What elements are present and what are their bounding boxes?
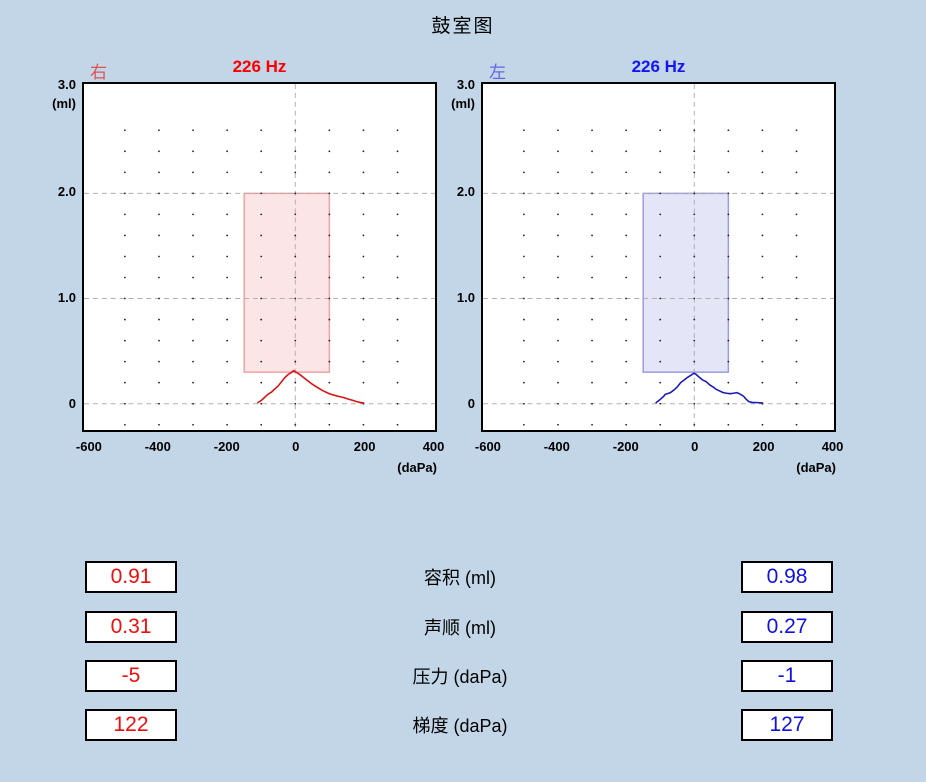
x-tick-label: 0: [691, 439, 699, 454]
volume-value-left: 0.98: [741, 561, 833, 593]
page-title: 鼓室图: [431, 16, 495, 37]
y-tick-label: 1.0: [57, 290, 76, 306]
probe-frequency-left: 226 Hz: [631, 57, 686, 76]
x-tick-label: -400: [144, 439, 171, 454]
x-tick-label: 0: [292, 439, 300, 454]
pressure-value-right: -5: [85, 660, 177, 692]
x-tick-label: 200: [752, 439, 775, 454]
gradient-value-left-text: 127: [769, 713, 805, 736]
compliance-value-left-text: 0.27: [766, 615, 808, 638]
compliance-label: 声顺 (ml): [424, 618, 496, 638]
probe-frequency-right: 226 Hz: [232, 57, 287, 76]
gradient-label: 梯度 (daPa): [412, 716, 508, 736]
gradient-value-right: 122: [85, 709, 177, 741]
tympanogram-curve-left-svg: [483, 84, 834, 430]
volume-value-left-text: 0.98: [766, 565, 808, 588]
x-tick-label: -200: [612, 439, 639, 454]
x-tick-label: 400: [422, 439, 445, 454]
x-tick-label: -600: [474, 439, 501, 454]
pressure-value-left-text: -1: [777, 664, 797, 687]
tympanogram-right-ear: 右 226 Hz 3.0 2.0 1.0 0 (ml) -600 -400 -200 0 200 4…: [52, 55, 444, 485]
tympanogram-left-ear: 左 226 Hz 3.0 2.0 1.0 0 (ml) -600 -400 -200 0 200 4…: [451, 55, 843, 485]
gradient-value-right-text: 122: [113, 713, 149, 736]
y-tick-label: 0: [68, 396, 76, 412]
x-axis-unit: (daPa): [397, 460, 437, 475]
volume-value-right: 0.91: [85, 561, 177, 593]
x-tick-label: -400: [543, 439, 570, 454]
x-tick-label: -600: [75, 439, 102, 454]
volume-value-right-text: 0.91: [110, 565, 152, 588]
y-tick-label: 3.0: [57, 77, 76, 93]
compliance-value-left: 0.27: [741, 611, 833, 643]
x-axis-unit: (daPa): [796, 460, 836, 475]
pressure-value-left: -1: [741, 660, 833, 692]
y-tick-label: 2.0: [456, 183, 475, 199]
y-tick-label: 3.0: [456, 77, 475, 93]
x-tick-label: 200: [353, 439, 376, 454]
y-tick-label: 1.0: [456, 290, 475, 306]
y-axis-unit: (ml): [451, 96, 475, 112]
gradient-value-left: 127: [741, 709, 833, 741]
compliance-value-right-text: 0.31: [110, 615, 152, 638]
pressure-label: 压力 (daPa): [412, 667, 508, 687]
y-tick-label: 2.0: [57, 183, 76, 199]
y-axis-unit: (ml): [52, 96, 76, 112]
compliance-value-right: 0.31: [85, 611, 177, 643]
volume-label: 容积 (ml): [424, 568, 496, 588]
y-tick-label: 0: [467, 396, 475, 412]
plot-area-left: [481, 82, 836, 432]
pressure-value-right-text: -5: [121, 664, 141, 687]
ear-label-right: 右: [90, 63, 107, 82]
x-tick-label: 400: [821, 439, 844, 454]
x-tick-label: -200: [213, 439, 240, 454]
plot-area-right: [82, 82, 437, 432]
ear-label-left: 左: [489, 63, 506, 82]
tympanogram-curve-right-svg: [84, 84, 435, 430]
